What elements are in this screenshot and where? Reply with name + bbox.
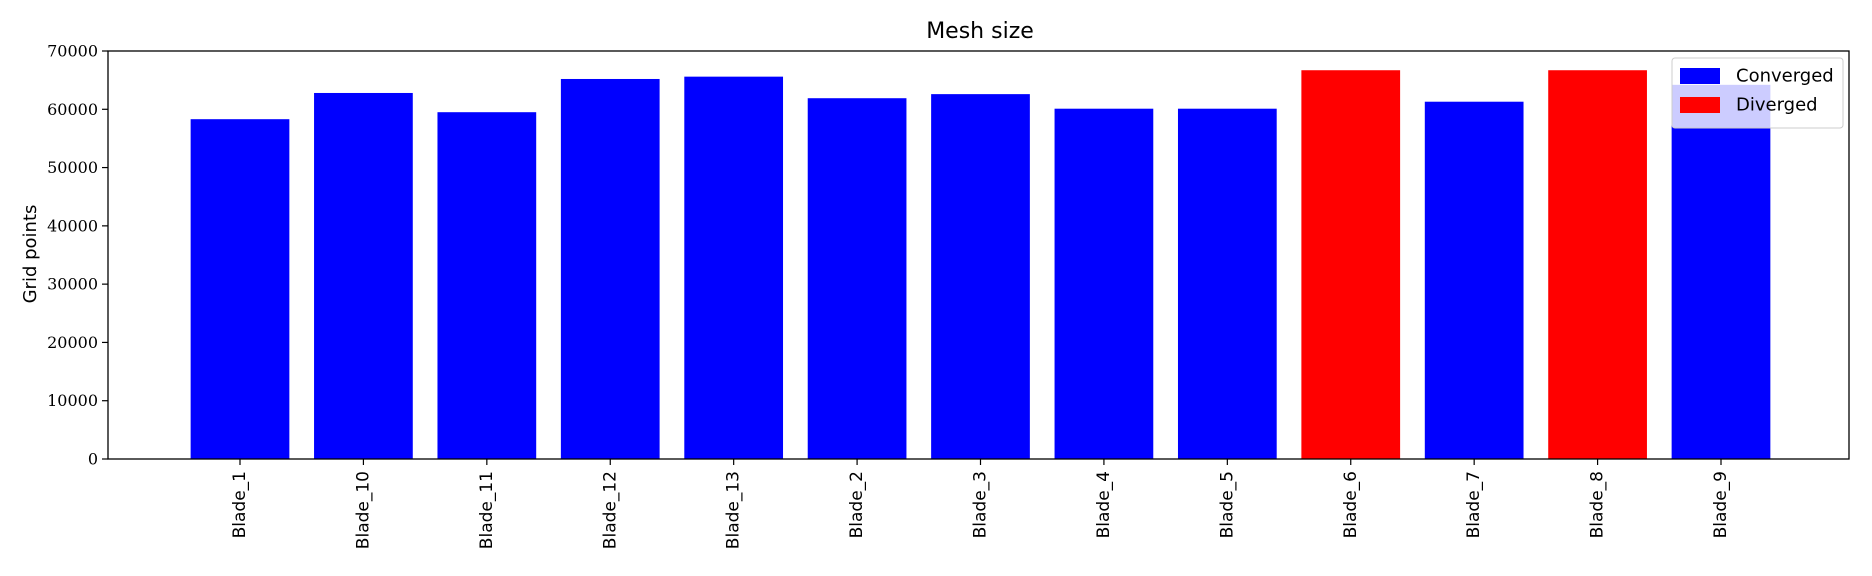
bar-blade-3 [931,94,1030,459]
x-tick-label: Blade_6 [1341,471,1361,538]
chart-title: Mesh size [926,19,1034,44]
x-tick-label: Blade_3 [971,471,991,538]
x-tick-label: Blade_11 [477,471,497,549]
y-tick-label: 50000 [47,158,98,177]
x-tick-label: Blade_2 [847,471,867,538]
legend-swatch-diverged [1680,97,1720,113]
y-tick-label: 40000 [47,216,98,235]
x-tick-label: Blade_8 [1588,471,1608,538]
bar-blade-10 [314,92,413,459]
legend-label-converged: Converged [1736,66,1834,87]
x-axis: Blade_1 Blade_10 Blade_11 Blade_12 Blade_13 B… [230,459,1731,549]
legend-label-diverged: Diverged [1736,95,1818,116]
bar-blade-8 [1548,70,1647,459]
legend-swatch-converged [1680,68,1720,84]
x-tick-label: Blade_4 [1094,471,1114,538]
bar-blade-12 [560,78,660,459]
y-axis-label: Grid points [20,205,41,304]
y-tick-label: 20000 [47,333,98,352]
x-tick-label: Blade_7 [1464,471,1484,538]
x-tick-label: Blade_5 [1217,471,1237,538]
bar-blade-5 [1177,108,1277,459]
bar-blade-2 [807,98,907,460]
x-tick-label: Blade_9 [1711,471,1731,538]
y-tick-label: 70000 [47,42,98,61]
bar-blade-7 [1424,101,1524,460]
bar-blade-13 [684,76,784,460]
y-axis: 0 10000 20000 30000 40000 50000 60000 70000 [47,42,108,469]
bar-blade-6 [1301,70,1401,459]
y-tick-label: 60000 [47,100,98,119]
bars-group [190,70,1771,460]
y-tick-label: 10000 [47,391,98,410]
plot-frame [107,50,1850,460]
bar-blade-4 [1054,108,1154,459]
x-tick-label: Blade_13 [724,471,744,549]
bar-blade-11 [437,112,537,459]
x-tick-label: Blade_10 [353,471,373,549]
legend: Converged Diverged [1671,57,1844,129]
bar-blade-9 [1671,84,1771,459]
x-tick-label: Blade_1 [230,471,250,538]
bar-blade-1 [190,119,290,459]
y-tick-label: 0 [88,450,98,469]
x-tick-label: Blade_12 [600,471,620,549]
y-tick-label: 30000 [47,275,98,294]
